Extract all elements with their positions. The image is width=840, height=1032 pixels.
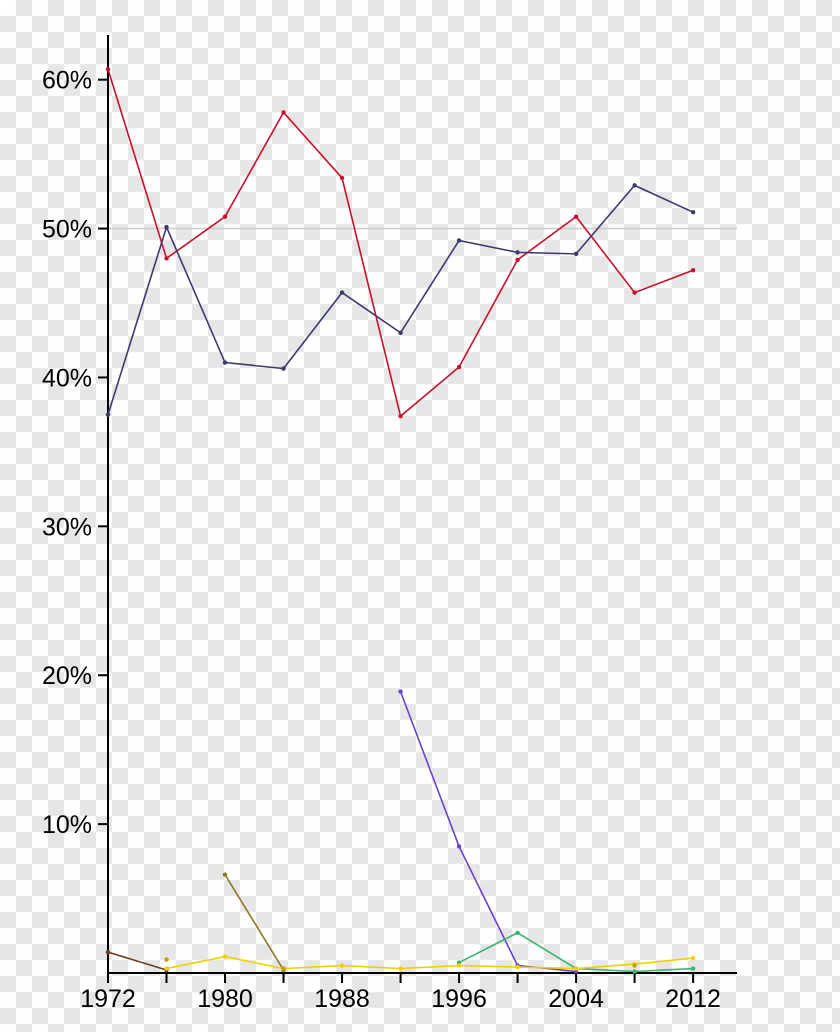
data-point — [281, 366, 285, 370]
line-chart: 1972 1980 1988 1996 2004 2012 10% 20% 30% 40% 50% 6… — [0, 0, 840, 1032]
data-point — [340, 176, 344, 180]
data-point — [164, 256, 168, 260]
data-point — [281, 110, 285, 114]
data-point — [574, 214, 578, 218]
data-point — [223, 954, 227, 958]
data-point — [515, 931, 519, 935]
data-point — [281, 966, 285, 970]
series-line-american-ind — [108, 952, 167, 970]
data-point — [106, 67, 110, 71]
x-tick-label: 2012 — [665, 985, 721, 1013]
x-tick-label: 2004 — [548, 985, 604, 1013]
y-tick-label: 10% — [42, 811, 92, 839]
data-point — [398, 966, 402, 970]
data-point — [106, 950, 110, 954]
data-point — [691, 210, 695, 214]
data-point — [632, 969, 636, 973]
series-perot-reform — [398, 689, 578, 973]
data-point — [223, 873, 227, 877]
y-tick-label: 40% — [42, 364, 92, 392]
data-point — [223, 214, 227, 218]
series-line-perot-reform — [401, 692, 577, 972]
y-tick-label: 60% — [42, 67, 92, 95]
data-point — [457, 365, 461, 369]
data-point — [106, 412, 110, 416]
data-point — [632, 290, 636, 294]
data-point — [457, 844, 461, 848]
series-american-ind — [106, 950, 169, 972]
data-point — [515, 258, 519, 262]
data-point — [340, 290, 344, 294]
data-point — [515, 965, 519, 969]
series-line-democrat — [108, 185, 693, 414]
x-tick-label: 1972 — [80, 985, 136, 1013]
data-point — [515, 250, 519, 254]
data-point — [340, 963, 344, 967]
data-point — [632, 963, 636, 967]
y-tick-label: 50% — [42, 216, 92, 244]
series-line-republican — [108, 69, 693, 416]
data-point — [223, 360, 227, 364]
x-tick-label: 1988 — [314, 985, 370, 1013]
data-point — [164, 225, 168, 229]
data-point — [574, 252, 578, 256]
data-point — [457, 963, 461, 967]
series-libertarian — [164, 954, 695, 970]
series-line-libertarian — [167, 957, 694, 969]
data-point — [398, 689, 402, 693]
data-point — [398, 331, 402, 335]
y-tick-label: 30% — [42, 513, 92, 541]
data-point — [457, 238, 461, 242]
data-point — [574, 966, 578, 970]
y-tick-label: 20% — [42, 662, 92, 690]
series-anderson-ind — [223, 873, 286, 973]
data-point — [691, 268, 695, 272]
data-point — [691, 956, 695, 960]
x-tick-label: 1996 — [431, 985, 487, 1013]
data-point — [164, 957, 168, 961]
data-point — [632, 183, 636, 187]
x-tick-label: 1980 — [197, 985, 253, 1013]
data-point — [691, 966, 695, 970]
series-republican — [106, 67, 696, 418]
series-democrat — [106, 183, 696, 417]
data-point — [164, 966, 168, 970]
series-line-anderson-ind — [225, 875, 284, 970]
data-point — [398, 414, 402, 418]
